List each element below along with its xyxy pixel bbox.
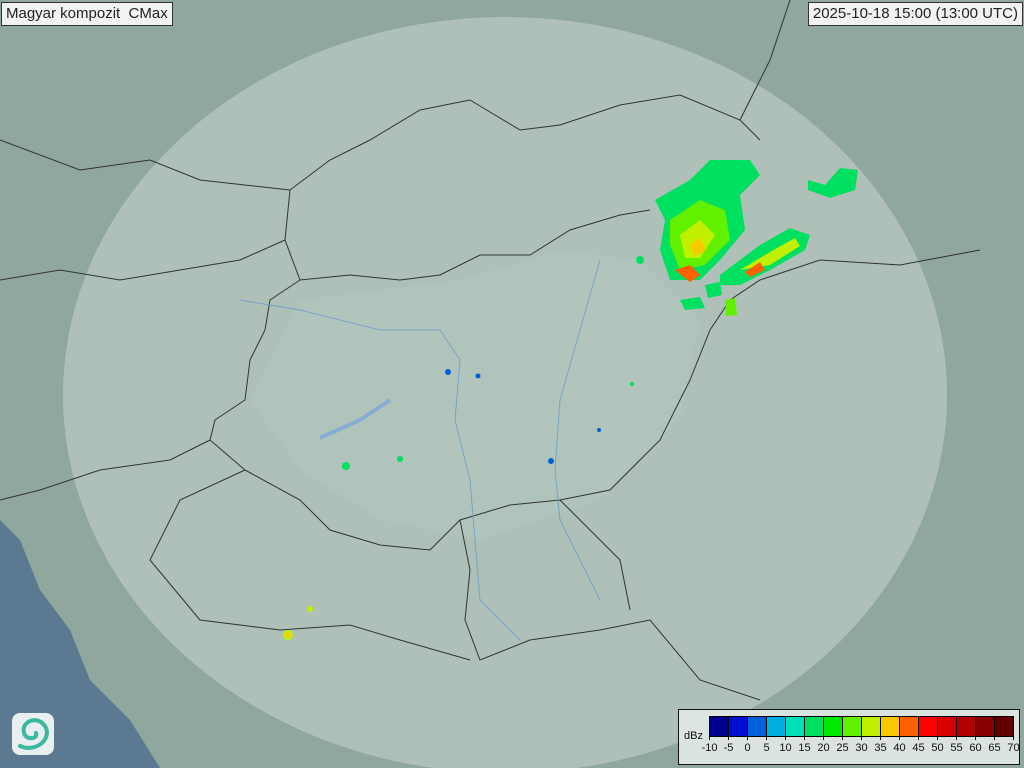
legend-swatch <box>957 717 976 736</box>
legend-tick-mark <box>785 735 786 740</box>
legend-ticks: -10 -5 0 5 10 15 20 25 30 35 40 45 50 55 60 65 70 <box>702 735 1020 762</box>
color-legend: dBz -10 -5 0 5 10 15 20 25 30 35 40 45 50 55 60 65 70 <box>678 709 1020 765</box>
legend-tick-mark <box>842 735 843 740</box>
legend-unit: dBz <box>684 730 703 742</box>
legend-tick-mark <box>1013 735 1014 740</box>
legend-swatch <box>862 717 881 736</box>
legend-tick-label: 25 <box>836 742 849 754</box>
legend-tick-mark <box>880 735 881 740</box>
legend-tick-mark <box>975 735 976 740</box>
hungary-lowland <box>250 250 700 540</box>
legend-tick-mark <box>823 735 824 740</box>
legend-swatch <box>767 717 786 736</box>
country-borders <box>0 0 981 701</box>
legend-tick-mark <box>994 735 995 740</box>
legend-tick-label: -5 <box>723 742 734 754</box>
legend-swatch <box>729 717 748 736</box>
legend-tick-label: 40 <box>893 742 906 754</box>
legend-tick-mark <box>766 735 767 740</box>
legend-swatch <box>748 717 767 736</box>
legend-tick-mark <box>956 735 957 740</box>
legend-swatch <box>919 717 938 736</box>
legend-swatch <box>786 717 805 736</box>
legend-tick-mark <box>861 735 862 740</box>
legend-tick-label: 35 <box>874 742 887 754</box>
legend-tick-mark <box>804 735 805 740</box>
legend-tick-mark <box>747 735 748 740</box>
legend-color-bar <box>709 716 1014 737</box>
legend-tick-mark <box>728 735 729 740</box>
legend-tick-label: 20 <box>817 742 830 754</box>
legend-tick-label: 70 <box>1007 742 1020 754</box>
legend-swatch <box>938 717 957 736</box>
swirl-logo-icon <box>12 713 54 755</box>
legend-swatch <box>900 717 919 736</box>
legend-swatch <box>805 717 824 736</box>
legend-tick-mark <box>709 735 710 740</box>
sea-adriatic <box>0 520 160 768</box>
rivers <box>239 259 601 641</box>
legend-swatch <box>843 717 862 736</box>
legend-tick-mark <box>918 735 919 740</box>
product-title: Magyar kompozit CMax <box>1 2 173 26</box>
legend-tick-label: 45 <box>912 742 925 754</box>
legend-tick-label: 10 <box>779 742 792 754</box>
legend-tick-label: 15 <box>798 742 811 754</box>
timestamp-label: 2025-10-18 15:00 (13:00 UTC) <box>807 2 1023 26</box>
legend-tick-label: 55 <box>950 742 963 754</box>
legend-tick-label: 60 <box>969 742 982 754</box>
legend-tick-mark <box>937 735 938 740</box>
legend-swatch <box>976 717 995 736</box>
radar-echoes <box>283 160 858 640</box>
legend-tick-label: 0 <box>744 742 751 754</box>
legend-tick-label: -10 <box>701 742 718 754</box>
legend-swatch <box>824 717 843 736</box>
legend-swatch <box>995 717 1013 736</box>
legend-swatch <box>710 717 729 736</box>
legend-tick-label: 5 <box>763 742 770 754</box>
legend-tick-mark <box>899 735 900 740</box>
legend-tick-label: 65 <box>988 742 1001 754</box>
legend-tick-label: 50 <box>931 742 944 754</box>
legend-tick-label: 30 <box>855 742 868 754</box>
legend-swatch <box>881 717 900 736</box>
